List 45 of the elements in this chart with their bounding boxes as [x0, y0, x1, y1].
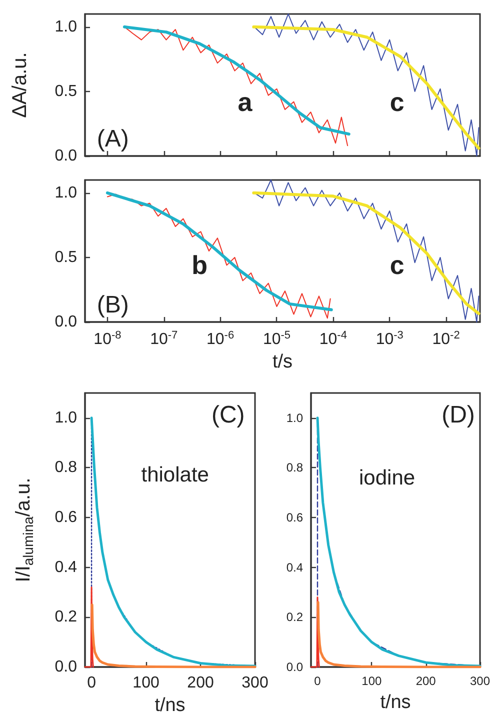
annotation: (C) — [211, 401, 245, 428]
y-tick-label: 0.4 — [286, 560, 304, 574]
line-series — [90, 603, 256, 668]
x-tick-label: 100 — [362, 674, 382, 688]
y-axis-title: I/Ialumina/a.u. — [12, 478, 36, 582]
annotation: thiolate — [141, 464, 209, 487]
x-tick-label: 0 — [87, 674, 96, 692]
y-tick-label: 0.2 — [54, 608, 78, 626]
y-tick-label: 0.0 — [54, 658, 78, 676]
annotation: b — [192, 250, 208, 280]
x-axis-title: t/ns — [380, 692, 411, 713]
x-tick-label: 300 — [470, 674, 490, 688]
y-tick-label: 0.8 — [54, 459, 78, 476]
annotation: (A) — [96, 125, 129, 152]
y-tick-label: 0.6 — [286, 510, 304, 525]
y-tick-label: 0.6 — [54, 509, 78, 526]
x-tick-label: 200 — [416, 674, 436, 688]
y-tick-label: 0.0 — [54, 314, 78, 330]
y-tick-label: 1.0 — [286, 410, 304, 425]
annotation: iodine — [359, 466, 416, 490]
y-tick-label: 1.0 — [54, 184, 78, 202]
annotation: c — [390, 250, 404, 280]
x-tick-label: 0 — [314, 674, 322, 688]
x-axis-title: t/ns — [154, 694, 186, 716]
annotation: a — [238, 87, 253, 118]
annotation: c — [390, 87, 404, 118]
line-series — [316, 600, 482, 668]
x-axis-title: t/s — [272, 351, 293, 372]
y-tick-label: 0.0 — [286, 660, 304, 674]
y-axis-title: ΔA/a.u. — [9, 52, 31, 118]
line-series — [310, 596, 320, 668]
y-tick-label: 1.0 — [54, 18, 78, 36]
x-tick-label: 300 — [242, 674, 268, 692]
annotation: (D) — [442, 401, 475, 428]
x-tick-label: 100 — [132, 674, 160, 692]
annotation: (B) — [96, 291, 129, 318]
y-tick-label: 0.5 — [54, 248, 78, 266]
x-tick-label: 200 — [187, 674, 214, 692]
y-tick-label: 0.0 — [54, 148, 78, 164]
line-series — [84, 586, 94, 668]
y-tick-label: 0.4 — [54, 558, 78, 576]
y-tick-label: 0.2 — [286, 610, 304, 624]
y-tick-label: 0.8 — [286, 460, 304, 475]
y-tick-label: 0.5 — [54, 82, 78, 100]
y-tick-label: 1.0 — [54, 409, 78, 426]
